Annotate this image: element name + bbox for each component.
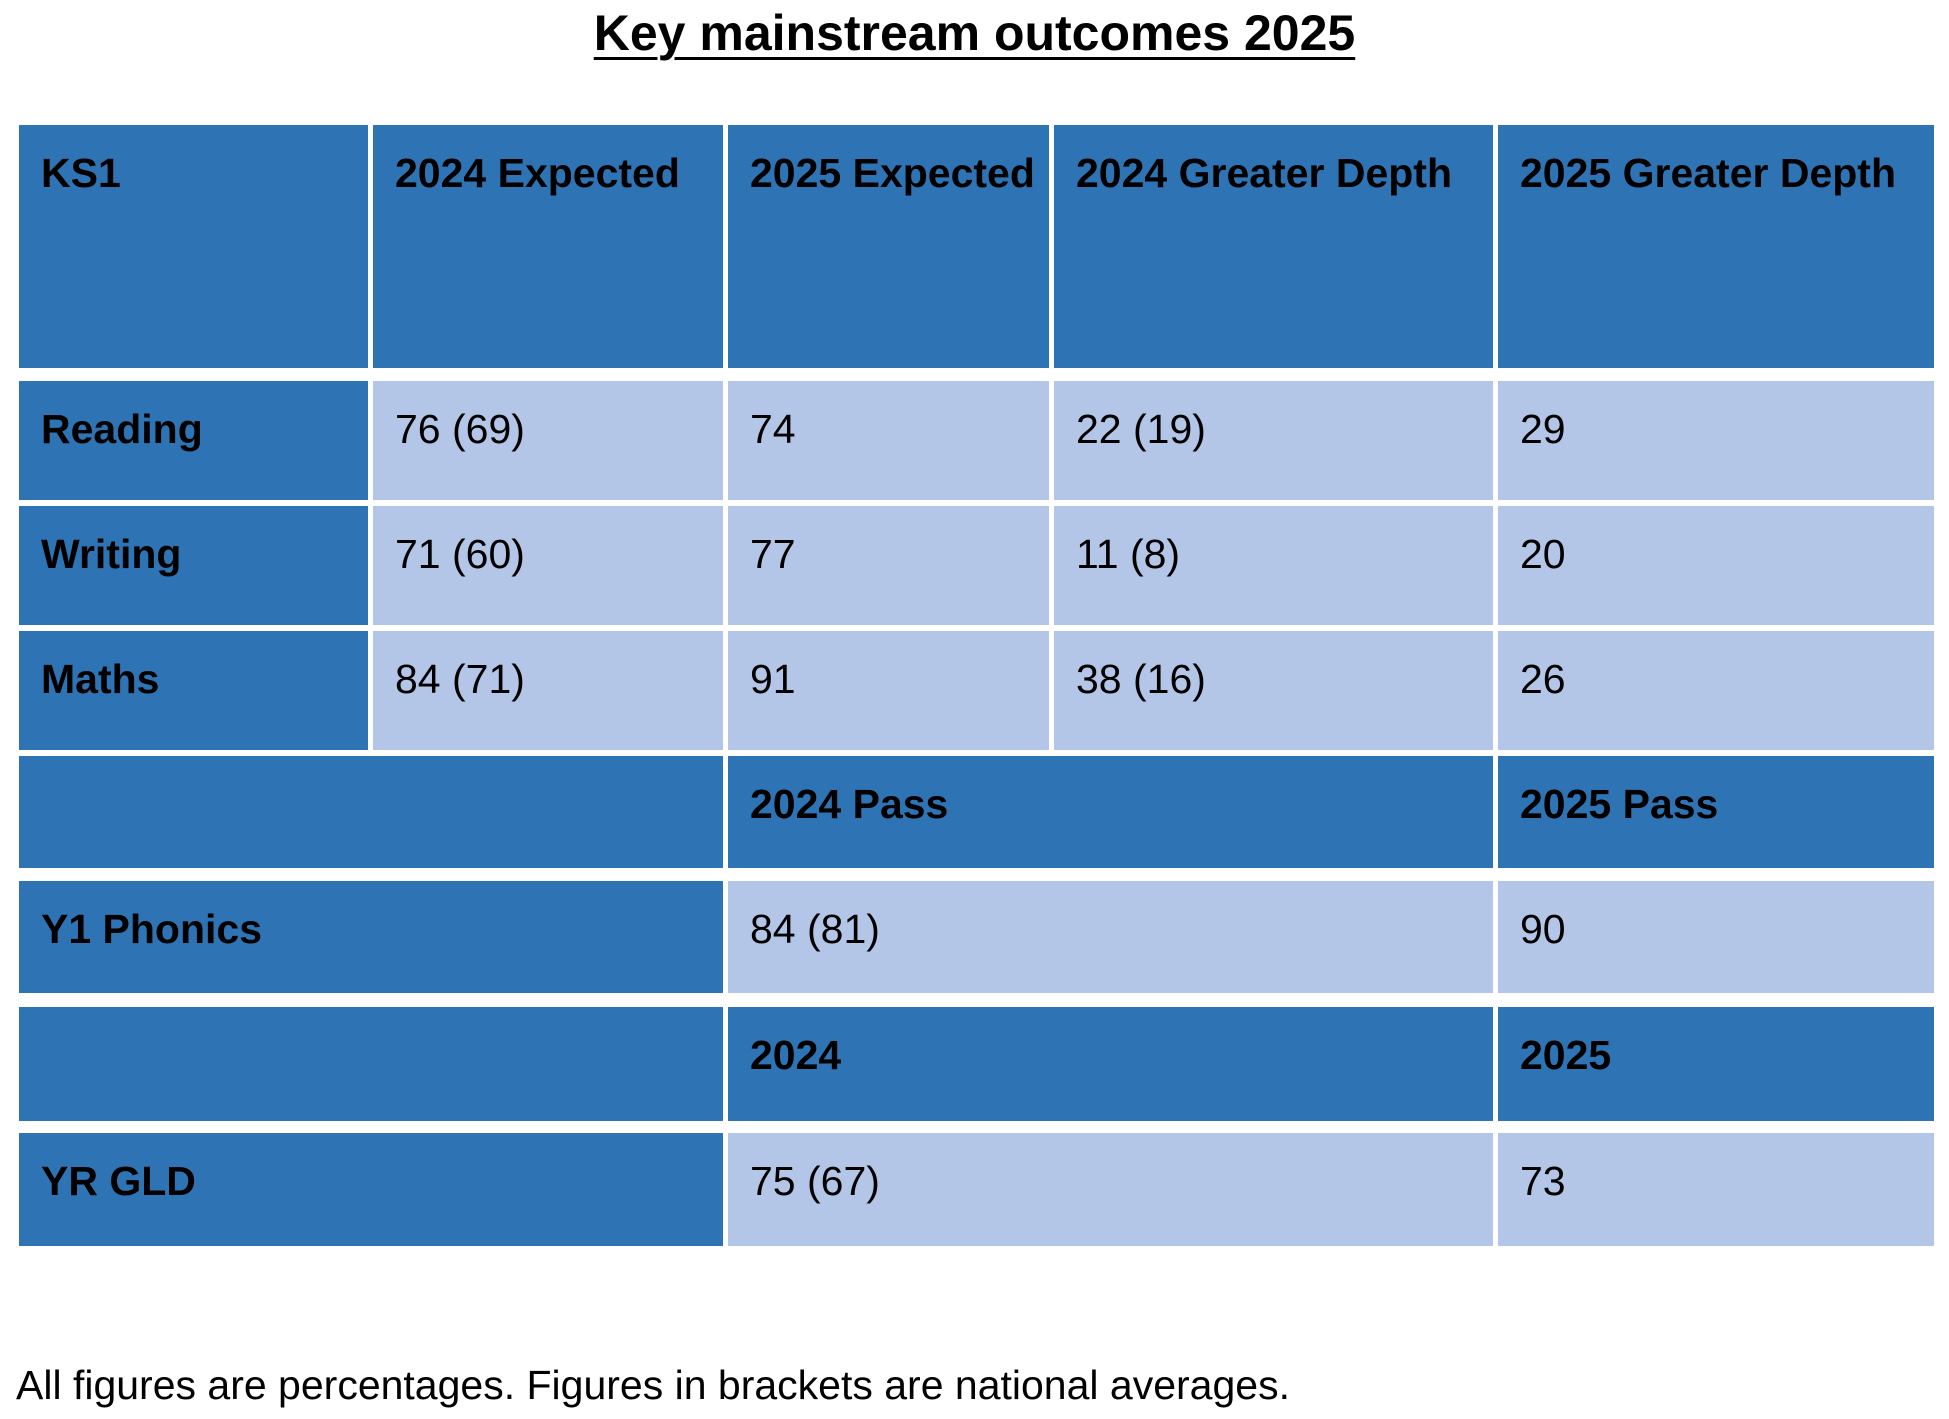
reading-2025-greater-depth: 29	[1498, 381, 1934, 500]
row-label-y1-phonics: Y1 Phonics	[19, 881, 723, 993]
ks1-header-label: KS1	[19, 125, 368, 368]
writing-2025-greater-depth: 20	[1498, 506, 1934, 625]
row-label-reading: Reading	[19, 381, 368, 500]
header-2024-pass: 2024 Pass	[728, 756, 1493, 868]
phonics-2025-pass: 90	[1498, 881, 1934, 993]
maths-2024-expected: 84 (71)	[373, 631, 723, 750]
gld-2024: 75 (67)	[728, 1133, 1493, 1246]
header-2025-greater-depth: 2025 Greater Depth	[1498, 125, 1934, 368]
gld-header-blank	[19, 1007, 723, 1121]
phonics-2024-pass: 84 (81)	[728, 881, 1493, 993]
phonics-header-blank	[19, 756, 723, 868]
header-2025: 2025	[1498, 1007, 1934, 1121]
page-title: Key mainstream outcomes 2025	[593, 5, 1356, 61]
writing-2024-expected: 71 (60)	[373, 506, 723, 625]
row-label-yr-gld: YR GLD	[19, 1133, 723, 1246]
header-2024: 2024	[728, 1007, 1493, 1121]
reading-2025-expected: 74	[728, 381, 1049, 500]
header-2025-pass: 2025 Pass	[1498, 756, 1934, 868]
row-label-maths: Maths	[19, 631, 368, 750]
gld-2025: 73	[1498, 1133, 1934, 1246]
reading-2024-expected: 76 (69)	[373, 381, 723, 500]
writing-2024-greater-depth: 11 (8)	[1054, 506, 1493, 625]
reading-2024-greater-depth: 22 (19)	[1054, 381, 1493, 500]
header-2024-greater-depth: 2024 Greater Depth	[1054, 125, 1493, 368]
maths-2025-expected: 91	[728, 631, 1049, 750]
maths-2025-greater-depth: 26	[1498, 631, 1934, 750]
maths-2024-greater-depth: 38 (16)	[1054, 631, 1493, 750]
header-2024-expected: 2024 Expected	[373, 125, 723, 368]
header-2025-expected: 2025 Expected	[728, 125, 1049, 368]
row-label-writing: Writing	[19, 506, 368, 625]
footnote: All figures are percentages. Figures in …	[16, 1362, 1290, 1408]
writing-2025-expected: 77	[728, 506, 1049, 625]
